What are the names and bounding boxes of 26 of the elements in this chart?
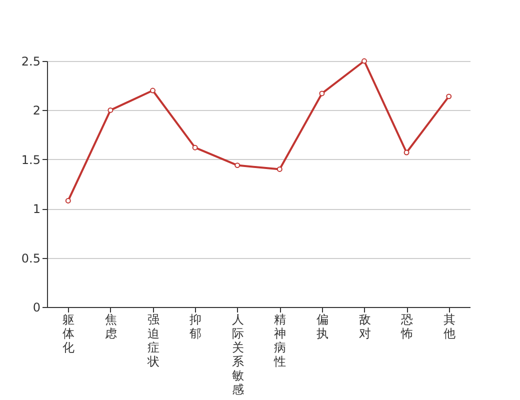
point <box>65 198 71 204</box>
x-tick-label: 人际关系敏感 <box>232 312 244 396</box>
y-tick-label: 0.5 <box>21 251 40 266</box>
x-tick-label: 敌对 <box>358 312 371 340</box>
y-tick-label: 1.5 <box>21 152 40 167</box>
x-tick-label: 躯体化 <box>62 312 75 354</box>
y-tick-label: 2.5 <box>21 54 40 68</box>
x-tick-label: 恐怖 <box>400 312 414 340</box>
x-tick-label: 偏执 <box>316 312 328 340</box>
point <box>150 88 156 94</box>
y-tick-label: 0 <box>32 300 40 314</box>
x-tick-label: 焦虑 <box>104 312 117 340</box>
point <box>108 107 114 113</box>
point <box>446 94 452 100</box>
point <box>362 58 367 64</box>
x-tick-label: 其他 <box>443 312 456 340</box>
point <box>276 166 282 172</box>
y-tick-label: 2 <box>32 104 40 118</box>
x-tick-label: 精神病性 <box>273 312 286 368</box>
point <box>319 90 325 96</box>
point <box>192 144 198 150</box>
x-tick-label: 强迫症状 <box>146 312 160 368</box>
point <box>404 150 410 156</box>
y-tick-label: 1 <box>32 202 40 216</box>
x-tick-label: 抑郁 <box>190 312 202 340</box>
point <box>234 162 240 168</box>
